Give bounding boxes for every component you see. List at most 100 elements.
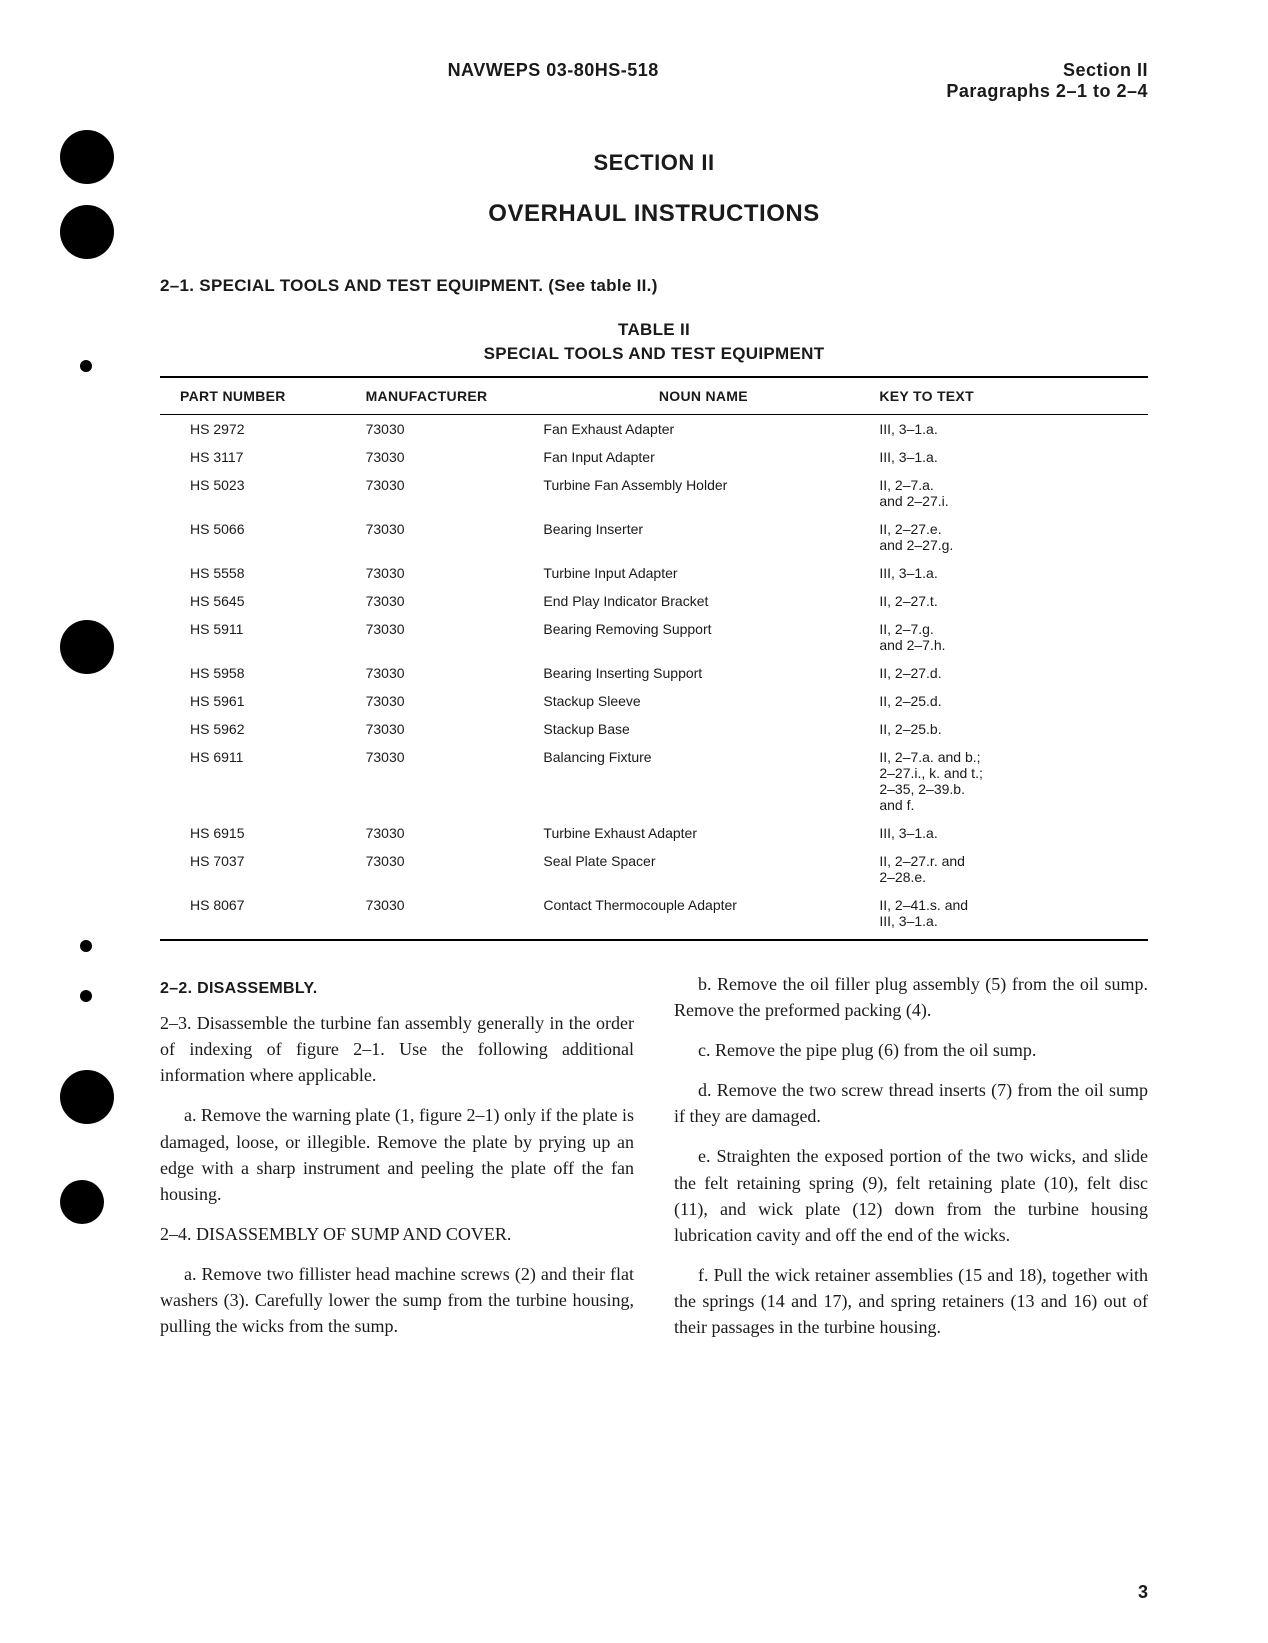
para-2-4-f: f. Pull the wick retainer assemblies (15… [674,1262,1148,1340]
table-row: HS 596173030Stackup SleeveII, 2–25.d. [160,687,1148,715]
cell-key: II, 2–27.r. and 2–28.e. [871,847,1148,891]
table-row: HS 691173030Balancing FixtureII, 2–7.a. … [160,743,1148,819]
cell-mfr: 73030 [358,891,536,939]
cell-noun: Bearing Inserter [535,515,871,559]
page-number: 3 [1138,1582,1148,1603]
para-2-4-e: e. Straighten the exposed portion of the… [674,1143,1148,1247]
cell-noun: End Play Indicator Bracket [535,587,871,615]
cell-key: III, 3–1.a. [871,443,1148,471]
cell-mfr: 73030 [358,415,536,444]
overhaul-title: OVERHAUL INSTRUCTIONS [160,200,1148,228]
cell-part: HS 8067 [160,891,358,939]
table-row: HS 596273030Stackup BaseII, 2–25.b. [160,715,1148,743]
table-subcaption: SPECIAL TOOLS AND TEST EQUIPMENT [160,344,1148,364]
cell-key: III, 3–1.a. [871,559,1148,587]
body-text: 2–2. DISASSEMBLY. 2–3. Disassemble the t… [160,971,1148,1354]
table-row: HS 506673030Bearing InserterII, 2–27.e. … [160,515,1148,559]
punch-hole-small [80,360,92,372]
cell-part: HS 5911 [160,615,358,659]
cell-mfr: 73030 [358,471,536,515]
col-manufacturer: MANUFACTURER [358,377,536,415]
table-row: HS 502373030Turbine Fan Assembly HolderI… [160,471,1148,515]
cell-part: HS 3117 [160,443,358,471]
para-2-4-d: d. Remove the two screw thread inserts (… [674,1077,1148,1129]
col-part-number: PART NUMBER [160,377,358,415]
cell-part: HS 5961 [160,687,358,715]
header-right: Section II Paragraphs 2–1 to 2–4 [946,60,1148,102]
cell-mfr: 73030 [358,687,536,715]
cell-noun: Seal Plate Spacer [535,847,871,891]
page: NAVWEPS 03-80HS-518 Section II Paragraph… [0,0,1268,1643]
cell-part: HS 5958 [160,659,358,687]
cell-key: II, 2–7.a. and b.; 2–27.i., k. and t.; 2… [871,743,1148,819]
cell-key: II, 2–7.g. and 2–7.h. [871,615,1148,659]
cell-key: II, 2–7.a. and 2–27.i. [871,471,1148,515]
table-row: HS 297273030Fan Exhaust AdapterIII, 3–1.… [160,415,1148,444]
punch-hole [60,205,114,259]
page-header: NAVWEPS 03-80HS-518 Section II Paragraph… [160,60,1148,102]
cell-part: HS 2972 [160,415,358,444]
table-header-row: PART NUMBER MANUFACTURER NOUN NAME KEY T… [160,377,1148,415]
section-label: Section II [946,60,1148,81]
cell-mfr: 73030 [358,443,536,471]
cell-key: III, 3–1.a. [871,415,1148,444]
paragraph-range: Paragraphs 2–1 to 2–4 [946,81,1148,102]
cell-part: HS 5645 [160,587,358,615]
cell-key: II, 2–27.d. [871,659,1148,687]
cell-key: II, 2–25.d. [871,687,1148,715]
cell-noun: Fan Input Adapter [535,443,871,471]
table-caption: TABLE II [160,320,1148,340]
punch-hole [60,1180,104,1224]
cell-key: II, 2–25.b. [871,715,1148,743]
table-row: HS 311773030Fan Input AdapterIII, 3–1.a. [160,443,1148,471]
para-2-3-a: a. Remove the warning plate (1, figure 2… [160,1102,634,1206]
table-row: HS 703773030Seal Plate SpacerII, 2–27.r.… [160,847,1148,891]
col-key-to-text: KEY TO TEXT [871,377,1148,415]
para-2-1: 2–1. SPECIAL TOOLS AND TEST EQUIPMENT. (… [160,276,1148,296]
punch-hole-small [80,990,92,1002]
cell-mfr: 73030 [358,743,536,819]
cell-noun: Bearing Removing Support [535,615,871,659]
heading-2-4: 2–4. DISASSEMBLY OF SUMP AND COVER. [160,1221,634,1247]
table-row: HS 691573030Turbine Exhaust AdapterIII, … [160,819,1148,847]
cell-mfr: 73030 [358,659,536,687]
cell-noun: Contact Thermocouple Adapter [535,891,871,939]
cell-key: II, 2–41.s. and III, 3–1.a. [871,891,1148,939]
section-title: SECTION II [160,150,1148,176]
table-bottom-rule [160,939,1148,941]
cell-noun: Stackup Sleeve [535,687,871,715]
table-row: HS 591173030Bearing Removing SupportII, … [160,615,1148,659]
punch-hole-small [80,940,92,952]
cell-noun: Balancing Fixture [535,743,871,819]
para-2-3: 2–3. Disassemble the turbine fan assembl… [160,1010,634,1088]
cell-part: HS 5066 [160,515,358,559]
cell-key: III, 3–1.a. [871,819,1148,847]
cell-mfr: 73030 [358,587,536,615]
cell-mfr: 73030 [358,847,536,891]
cell-part: HS 7037 [160,847,358,891]
punch-hole [60,1070,114,1124]
cell-part: HS 5558 [160,559,358,587]
cell-mfr: 73030 [358,615,536,659]
col-noun-name: NOUN NAME [535,377,871,415]
cell-noun: Fan Exhaust Adapter [535,415,871,444]
cell-noun: Turbine Fan Assembly Holder [535,471,871,515]
tools-table: PART NUMBER MANUFACTURER NOUN NAME KEY T… [160,376,1148,939]
cell-mfr: 73030 [358,819,536,847]
table-row: HS 806773030Contact Thermocouple Adapter… [160,891,1148,939]
cell-mfr: 73030 [358,715,536,743]
cell-part: HS 6915 [160,819,358,847]
punch-hole [60,130,114,184]
doc-id: NAVWEPS 03-80HS-518 [160,60,946,102]
cell-noun: Bearing Inserting Support [535,659,871,687]
cell-noun: Turbine Input Adapter [535,559,871,587]
cell-part: HS 6911 [160,743,358,819]
cell-noun: Stackup Base [535,715,871,743]
punch-hole [60,620,114,674]
cell-noun: Turbine Exhaust Adapter [535,819,871,847]
cell-mfr: 73030 [358,515,536,559]
para-2-4-b: b. Remove the oil filler plug assembly (… [674,971,1148,1023]
table-row: HS 595873030Bearing Inserting SupportII,… [160,659,1148,687]
para-2-4-a: a. Remove two fillister head machine scr… [160,1261,634,1339]
cell-key: II, 2–27.t. [871,587,1148,615]
